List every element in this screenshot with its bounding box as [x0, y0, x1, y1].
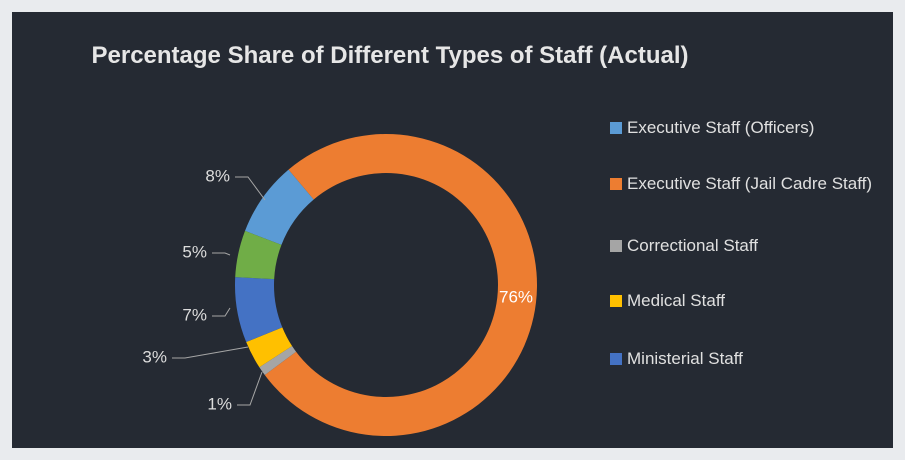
- legend-item: Executive Staff (Officers): [610, 114, 890, 141]
- data-label: 76%: [499, 287, 533, 306]
- leader-line: [237, 371, 263, 406]
- legend-item: Medical Staff: [610, 287, 890, 314]
- legend-swatch: [610, 122, 622, 134]
- leader-line: [235, 176, 266, 201]
- donut-slice: [259, 345, 297, 376]
- legend-item: Ministerial Staff: [610, 345, 890, 372]
- data-label: 8%: [205, 166, 230, 185]
- data-label: 1%: [207, 394, 232, 413]
- legend-label: Correctional Staff: [627, 236, 759, 255]
- leader-line: [172, 346, 249, 359]
- legend-item: Correctional Staff: [610, 232, 890, 259]
- legend-label: Ministerial Staff: [627, 349, 743, 368]
- donut-slice: [245, 169, 314, 245]
- legend-swatch: [610, 240, 622, 252]
- leader-line: [212, 252, 231, 256]
- leader-line: [212, 307, 231, 317]
- donut-slice: [264, 133, 537, 436]
- legend-label: Medical Staff: [627, 291, 725, 310]
- data-label: 5%: [182, 242, 207, 261]
- legend-swatch: [610, 178, 622, 190]
- legend-label: Executive Staff (Officers): [627, 118, 815, 137]
- donut-slice: [235, 230, 282, 280]
- donut-slice: [246, 327, 293, 368]
- legend-label: Executive Staff (Jail Cadre Staff): [627, 174, 873, 193]
- data-label: 3%: [142, 347, 167, 366]
- chart-title: Percentage Share of Different Types of S…: [91, 42, 689, 69]
- legend-swatch: [610, 353, 622, 365]
- legend-swatch: [610, 295, 622, 307]
- data-label: 7%: [182, 305, 207, 324]
- donut-slice: [234, 277, 283, 343]
- legend-item: Executive Staff (Jail Cadre Staff): [610, 170, 890, 197]
